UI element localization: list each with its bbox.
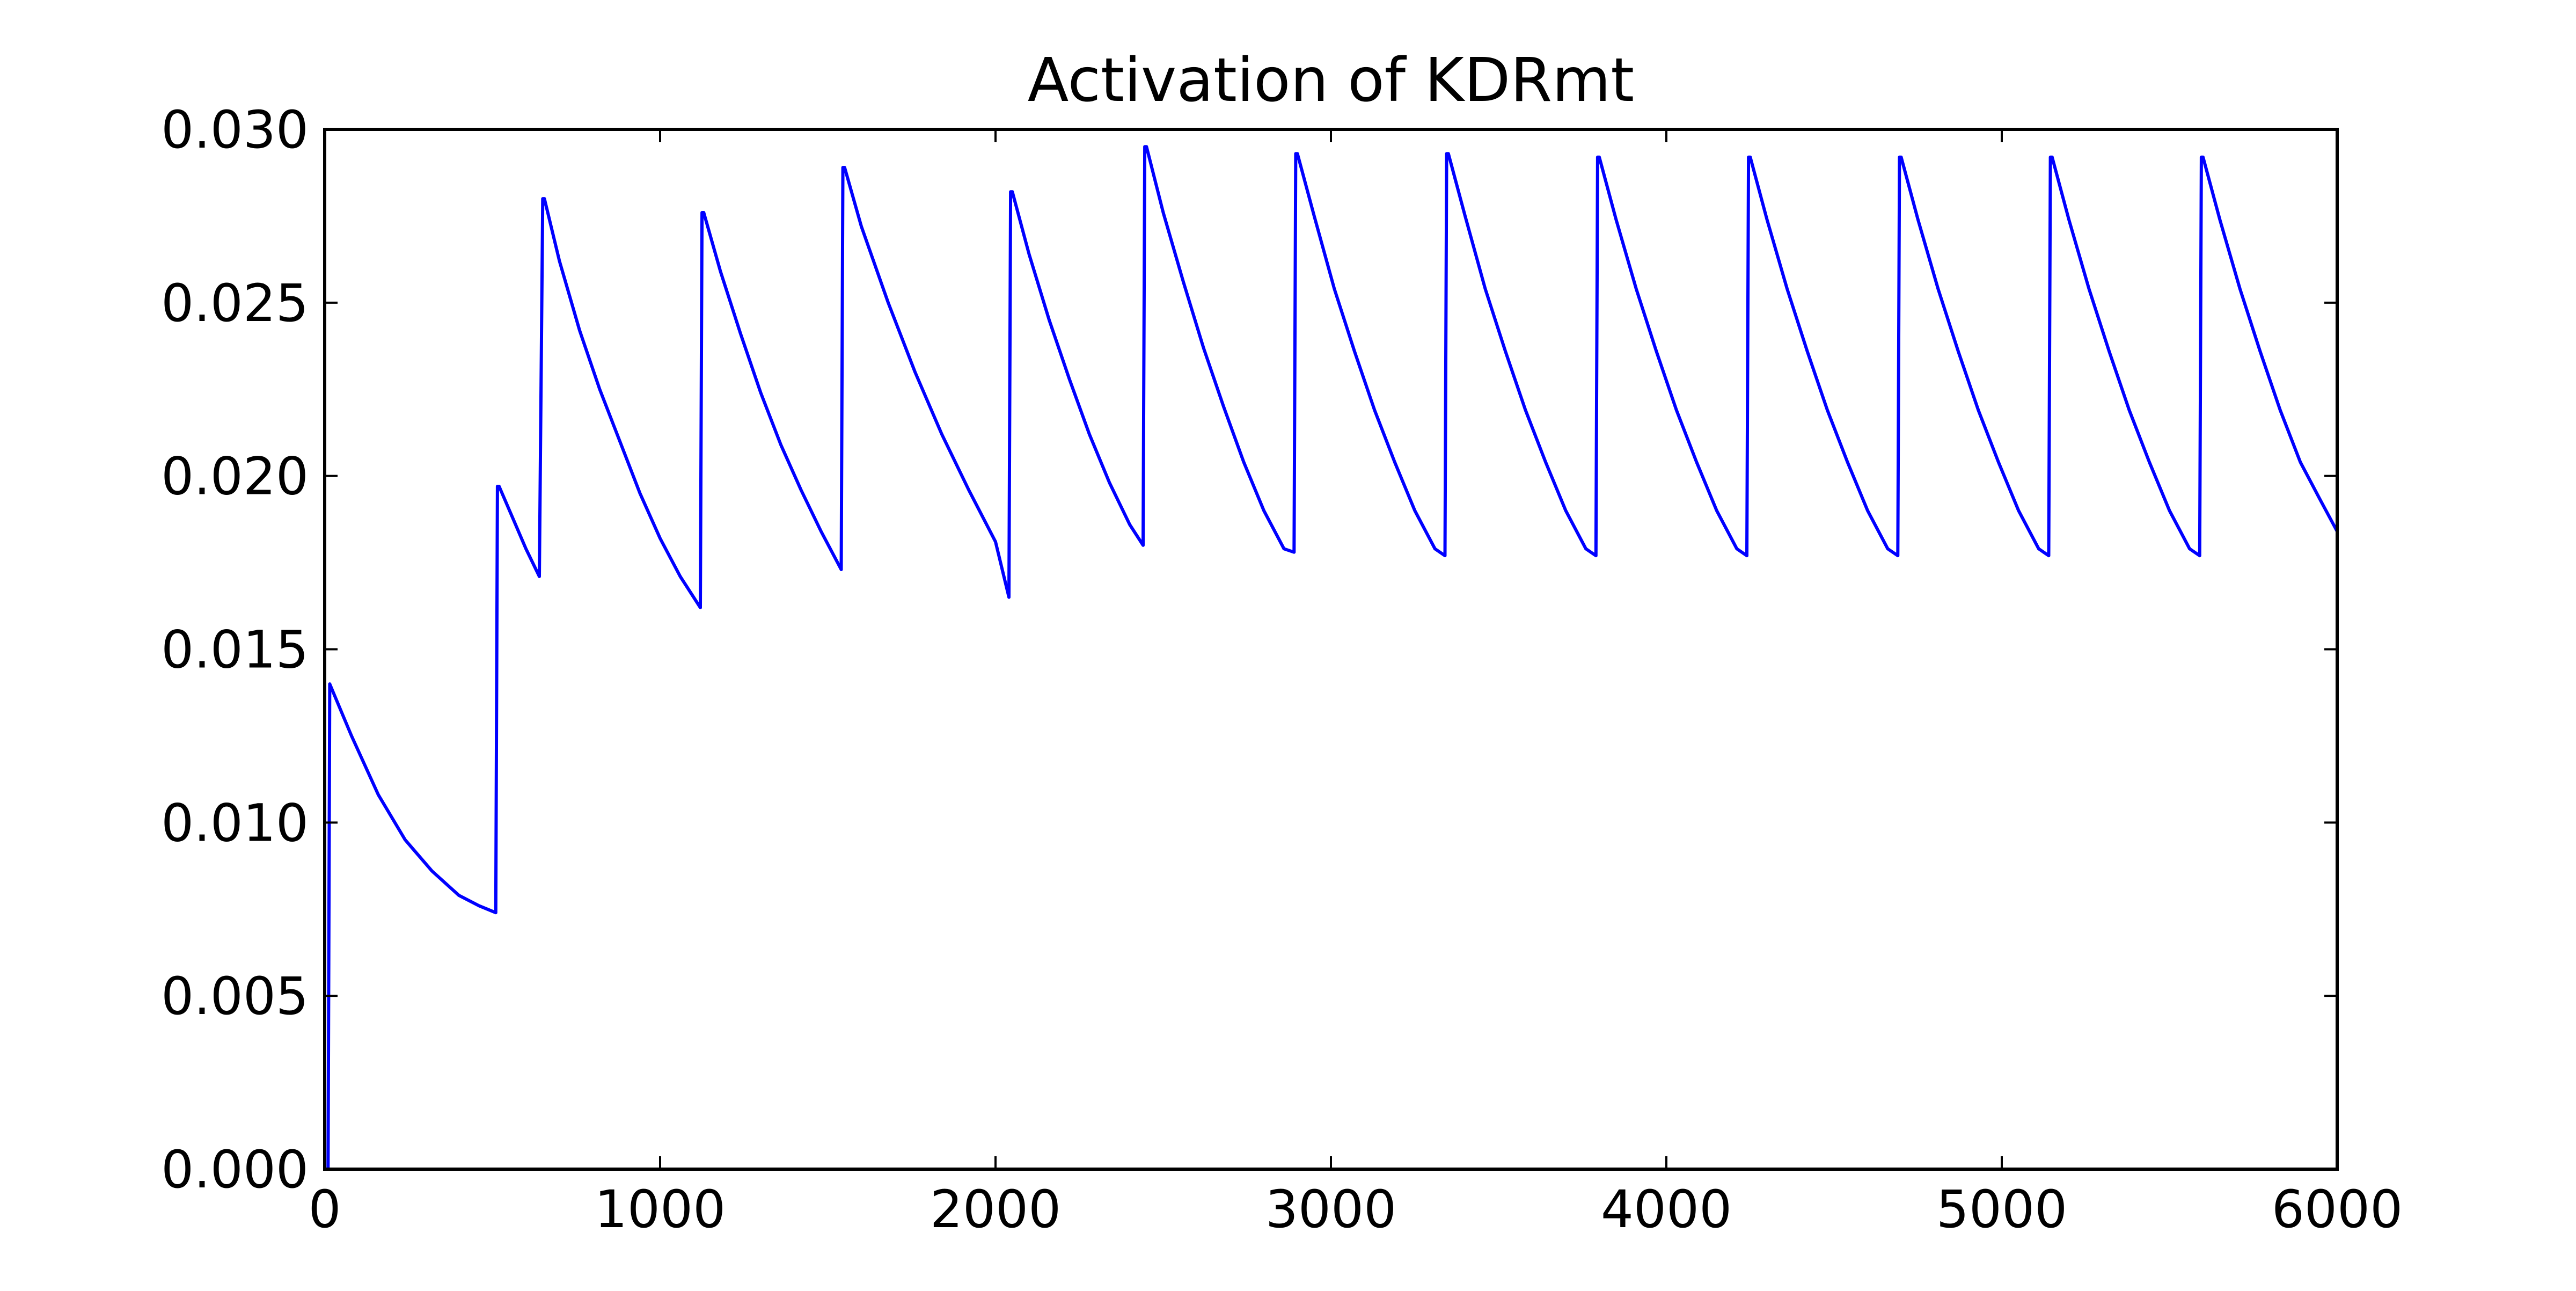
y-tick-label: 0.010 (161, 793, 309, 853)
y-tick-label: 0.000 (161, 1140, 309, 1200)
y-tick-label: 0.005 (161, 966, 309, 1026)
x-tick-label: 6000 (2272, 1179, 2403, 1239)
y-tick-label: 0.015 (161, 620, 309, 680)
x-tick-label: 3000 (1265, 1179, 1396, 1239)
x-tick-label: 2000 (930, 1179, 1061, 1239)
y-tick-label: 0.020 (161, 447, 309, 507)
x-tick-label: 5000 (1936, 1179, 2067, 1239)
x-tick-label: 4000 (1601, 1179, 1732, 1239)
plot-area (325, 145, 2339, 1171)
x-tick-label: 1000 (595, 1179, 726, 1239)
y-tick-label: 0.025 (161, 273, 309, 333)
series-line-0 (325, 145, 2339, 1171)
y-tick-label: 0.030 (161, 100, 309, 160)
axis-ticks: 0 1000 2000 3000 4000 5000 6000 0.000 0.005 0.010… (161, 100, 2403, 1239)
axes-frame (323, 128, 2339, 1171)
x-tick-label: 0 (308, 1179, 341, 1239)
chart-title: Activation of KDRmt (1028, 46, 1634, 115)
